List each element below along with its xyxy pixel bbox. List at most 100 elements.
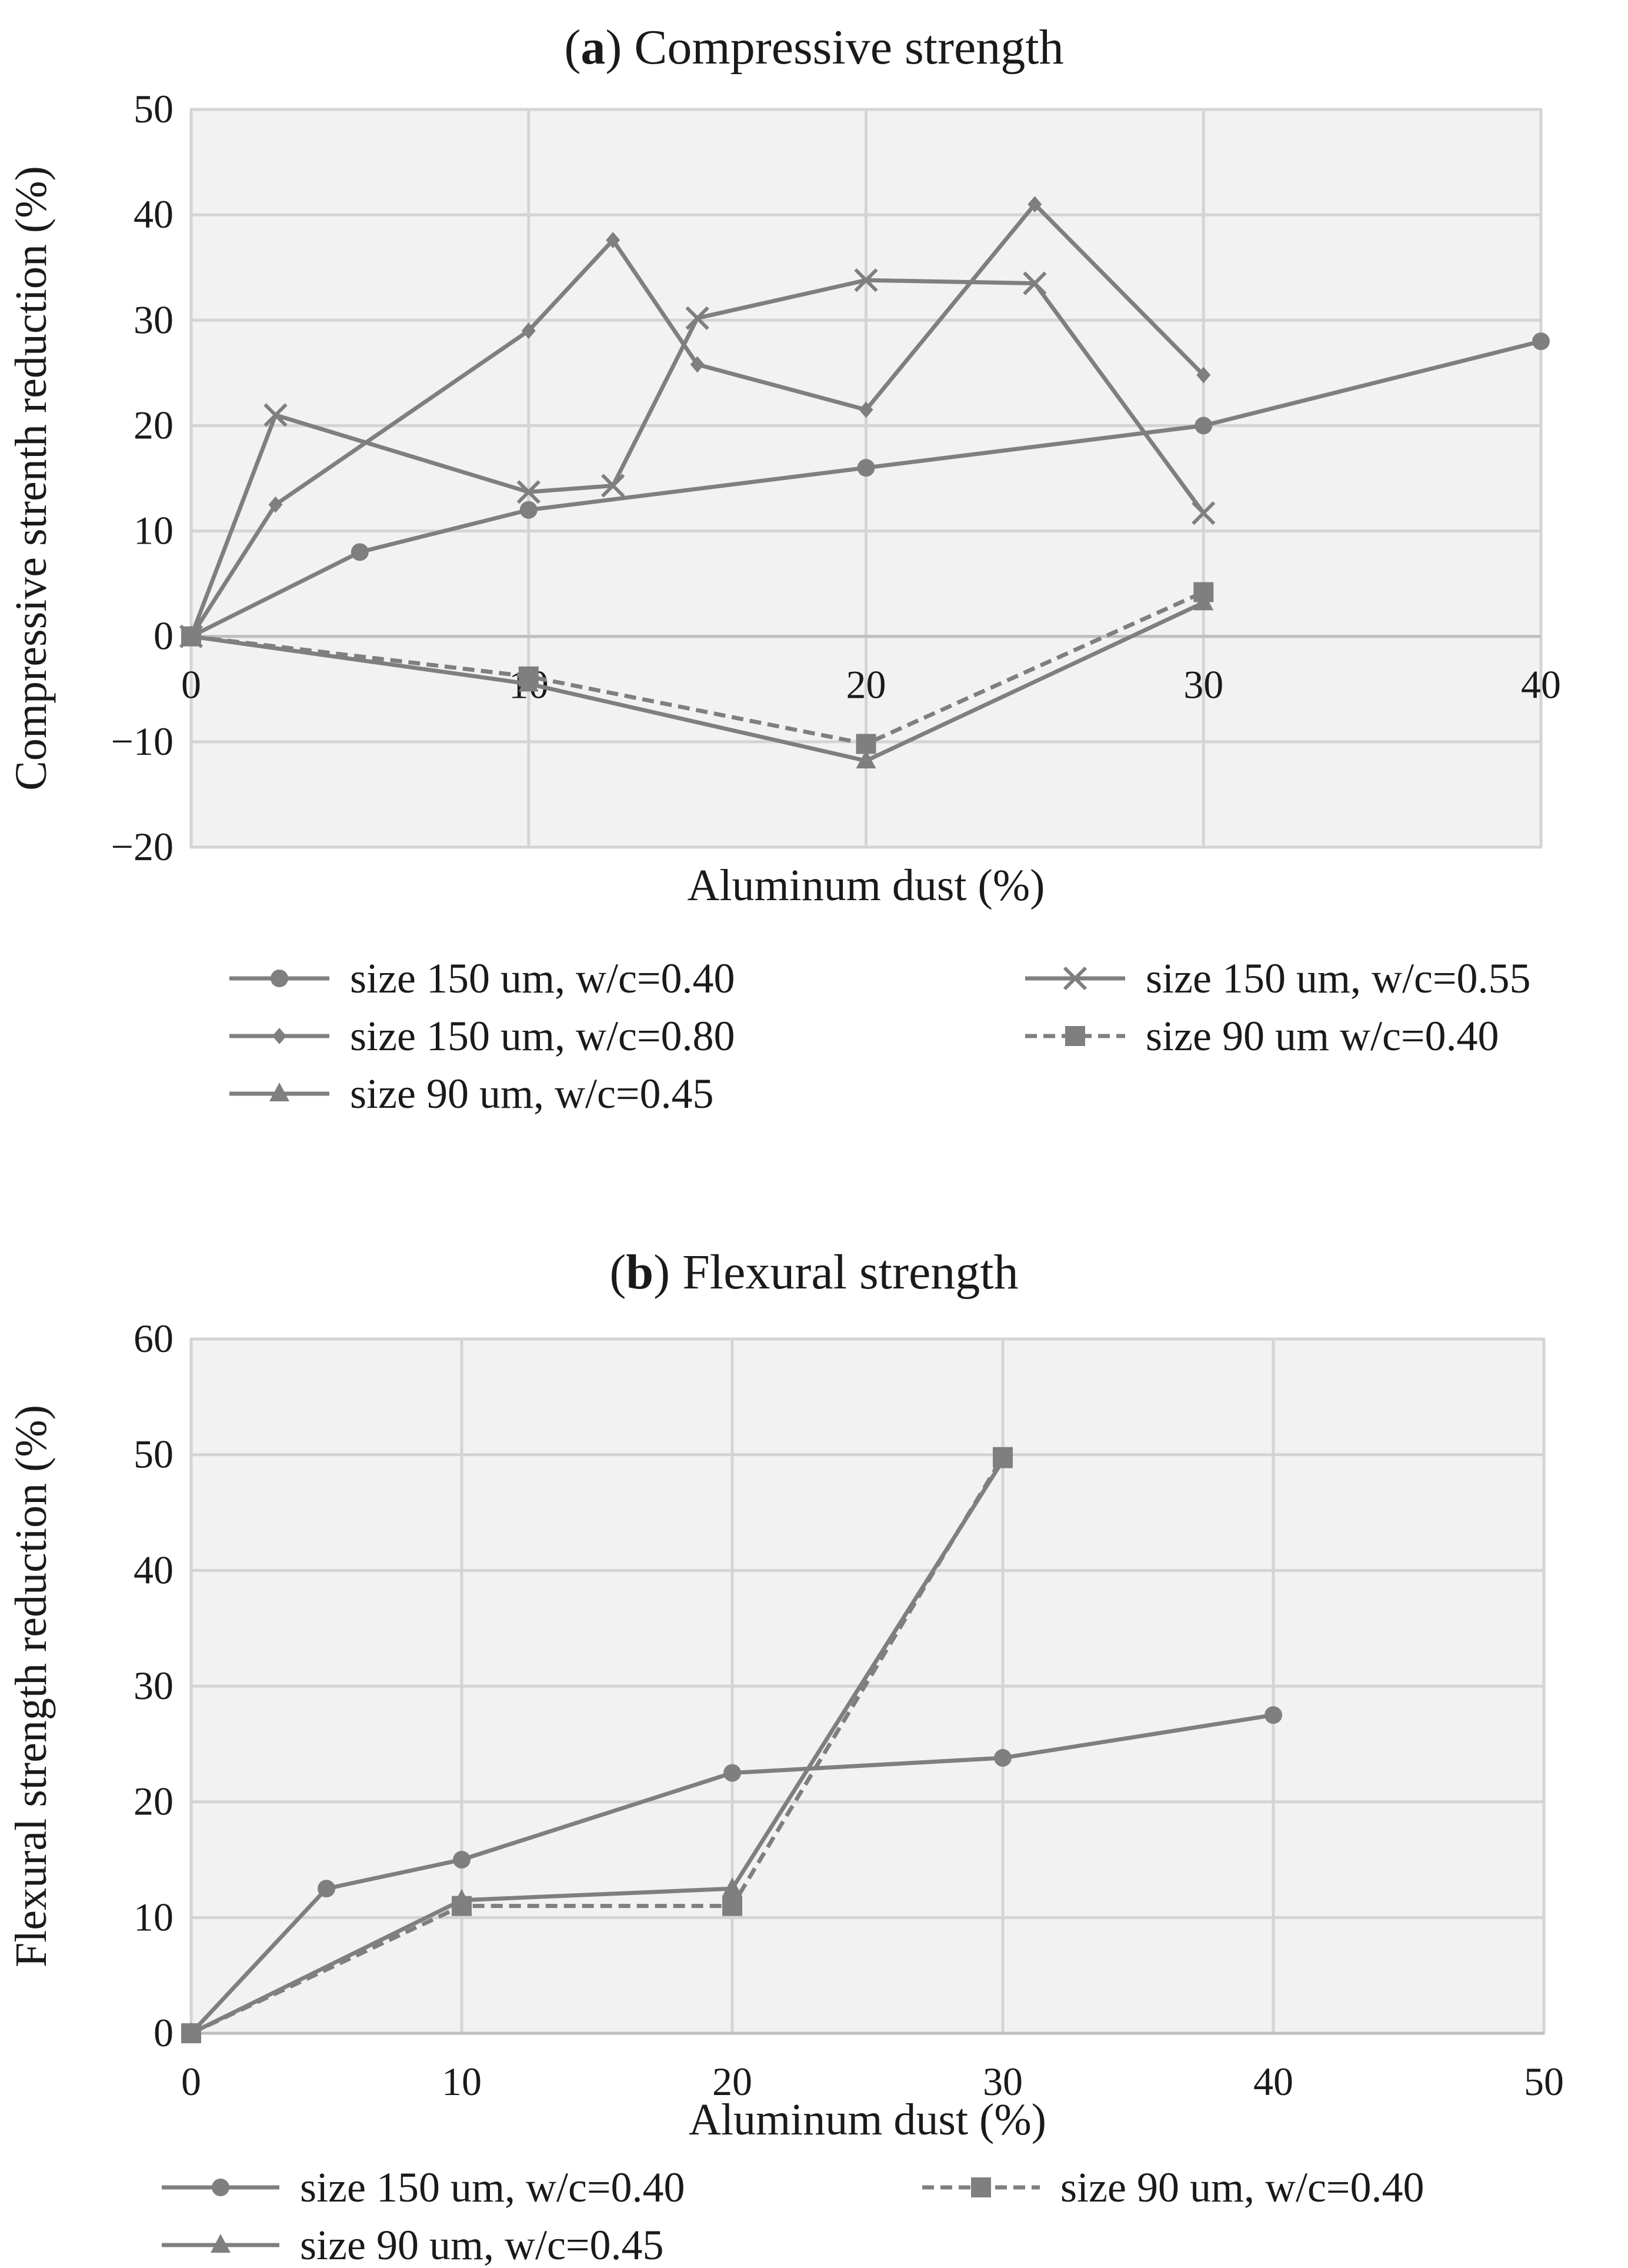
- chart-a-y-tick-label: 50: [134, 86, 174, 131]
- chart-b-x-tick-label: 30: [983, 2059, 1023, 2104]
- chart-a-y-tick-label: 40: [134, 192, 174, 237]
- chart-a-y-tick-label: 0: [154, 614, 174, 658]
- chart-a-legend-swatch-marker: [271, 970, 288, 987]
- chart-a-series-1-point: [857, 459, 875, 477]
- chart-b-y-tick-label: 50: [134, 1432, 174, 1477]
- chart-b-x-tick-label: 10: [442, 2059, 482, 2104]
- chart-b-y-tick-label: 10: [134, 1894, 174, 1939]
- chart-a-title-letter: a: [581, 20, 605, 75]
- chart-a-y-tick-label: 20: [134, 402, 174, 447]
- chart-b-y-tick-label: 30: [134, 1663, 174, 1708]
- chart-a-legend-label: size 90 um w/c=0.40: [1146, 1013, 1499, 1060]
- chart-a-series-3-point: [1027, 196, 1042, 213]
- chart-a-series-3-point: [268, 496, 283, 513]
- chart-b-legend-label: size 90 um, w/c=0.40: [1060, 2164, 1424, 2211]
- chart-a-x-axis-title: Aluminum dust (%): [688, 861, 1045, 910]
- chart-b-title-letter: b: [626, 1245, 653, 1300]
- chart-a-series-2-point: [516, 480, 541, 504]
- chart-a-series-2-point: [1023, 271, 1047, 295]
- chart-b-series-1-line: [189, 1713, 1274, 2035]
- chart-b-y-tick-label: 40: [134, 1547, 174, 1592]
- chart-b-legend-label: size 150 um, w/c=0.40: [300, 2164, 685, 2211]
- chart-b-y-axis-title: Flexural strength reduction (%): [6, 1405, 56, 1967]
- chart-b-series-3: [181, 1449, 1013, 2041]
- chart-b-series-1-point: [723, 1764, 741, 1782]
- chart-a-series-2-point: [263, 403, 288, 427]
- chart-a-legend-label: size 150 um, w/c=0.55: [1146, 955, 1531, 1002]
- chart-a-x-tick-label: 0: [181, 662, 201, 707]
- chart-b-series-3-line: [190, 1459, 1005, 2036]
- chart-b-x-tick-label: 50: [1524, 2059, 1564, 2104]
- chart-a-legend: size 150 um, w/c=0.40 size 150 um, w/c=0.…: [229, 955, 1531, 1117]
- chart-a-y-tick-label: 10: [134, 508, 174, 553]
- chart-a-series-2-point: [854, 268, 878, 292]
- chart-a-series-5-point: [181, 625, 201, 644]
- chart-b-x-tick-label: 20: [712, 2059, 752, 2104]
- chart-b: 0 10 20 30 40 50 60 0 10 20 30 40 50 Aluminum dust (%…: [6, 1316, 1564, 2268]
- chart-a-x-tick-label: 30: [1183, 662, 1223, 707]
- chart-a-title-text: Compressive strength: [634, 20, 1063, 75]
- chart-b-series-1-point: [1265, 1706, 1282, 1724]
- chart-a-x-tick-label: 20: [846, 662, 886, 707]
- chart-a-legend-entry: size 90 um, w/c=0.45: [229, 1070, 714, 1117]
- chart-a-legend-label: size 90 um, w/c=0.45: [350, 1070, 714, 1117]
- chart-b-series-2-line: [190, 1456, 1005, 2036]
- chart-b-x-tick-label: 0: [181, 2059, 201, 2104]
- chart-b-series-3-point: [722, 1877, 742, 1897]
- chart-a-series-4-line: [191, 590, 1205, 746]
- chart-b-title: (b) Flexural strength: [609, 1245, 1018, 1300]
- chart-a-title: (a) Compressive strength: [564, 20, 1063, 75]
- chart-b-x-axis-title: Aluminum dust (%): [689, 2095, 1046, 2144]
- chart-a-legend-swatch-marker: [1065, 1026, 1085, 1046]
- chart-a-legend-entry: size 150 um, w/c=0.55: [1025, 955, 1531, 1002]
- chart-b-legend-entry: size 90 um, w/c=0.40: [922, 2164, 1424, 2211]
- chart-a-legend-entry: size 150 um, w/c=0.40: [229, 955, 735, 1002]
- chart-a-y-axis-title: Compressive strenth reduction (%): [6, 166, 56, 791]
- chart-b-series-1-point: [453, 1851, 471, 1869]
- chart-a-series-3-line: [189, 202, 1205, 638]
- chart-a-series-1-point: [351, 543, 369, 561]
- chart-b-series-2-point: [722, 1896, 742, 1916]
- chart-a-series-1-line: [190, 339, 1542, 638]
- chart-b-legend-swatch-marker: [212, 2179, 229, 2196]
- chart-b-x-tick-label: 40: [1253, 2059, 1293, 2104]
- chart-a-y-tick-label: 30: [134, 297, 174, 342]
- chart-a-legend-swatch-marker: [272, 1028, 286, 1044]
- chart-a-series-5-point: [856, 750, 876, 769]
- chart-a-legend-swatch-marker: [269, 1083, 289, 1101]
- chart-a-series-5-line: [191, 601, 1205, 763]
- chart-b-legend-entry: size 90 um, w/c=0.45: [162, 2222, 664, 2268]
- chart-b-title-text: Flexural strength: [682, 1245, 1019, 1300]
- chart-b-legend: size 150 um, w/c=0.40 size 90 um, w/c=0.4…: [162, 2164, 1424, 2268]
- chart-a-series-3-point: [1196, 367, 1211, 384]
- chart-a: −20−1001020304050010203040Aluminum dust …: [6, 86, 1561, 1117]
- chart-b-legend-entry: size 150 um, w/c=0.40: [162, 2164, 685, 2211]
- chart-a-series-5-point: [518, 672, 539, 692]
- chart-a-legend-label: size 150 um, w/c=0.40: [350, 955, 735, 1002]
- chart-a-legend-swatch-marker: [1063, 966, 1087, 991]
- chart-a-series-2-point: [1192, 501, 1216, 525]
- chart-a-y-tick-label: −20: [111, 824, 174, 869]
- chart-a-series-1-point: [1195, 417, 1213, 435]
- chart-b-legend-swatch-marker: [971, 2177, 991, 2197]
- chart-a-series-1-point: [1532, 332, 1550, 351]
- chart-b-series-1-point: [994, 1749, 1012, 1767]
- chart-a-legend-label: size 150 um, w/c=0.80: [350, 1013, 735, 1060]
- chart-b-y-tick-label: 60: [134, 1316, 174, 1361]
- chart-b-legend-swatch-marker: [211, 2234, 231, 2253]
- chart-b-series-3-point: [181, 2022, 201, 2041]
- chart-a-x-tick-label: 40: [1521, 662, 1561, 707]
- chart-a-series-5-point: [1193, 591, 1214, 611]
- chart-a-legend-entry: size 150 um, w/c=0.80: [229, 1013, 735, 1060]
- chart-a-series-3-point: [606, 232, 620, 249]
- chart-a-series-2-point: [685, 306, 709, 330]
- chart-a-series-1-point: [519, 501, 538, 519]
- chart-b-legend-label: size 90 um, w/c=0.45: [300, 2222, 664, 2268]
- chart-b-y-tick-label: 0: [154, 2010, 174, 2055]
- chart-a-y-tick-label: −10: [111, 719, 174, 764]
- chart-b-series-1: [182, 1706, 1282, 2042]
- chart-b-y-tick-label: 20: [134, 1779, 174, 1824]
- chart-a-series-3-point: [859, 401, 873, 418]
- chart-b-series-3-point: [993, 1449, 1013, 1468]
